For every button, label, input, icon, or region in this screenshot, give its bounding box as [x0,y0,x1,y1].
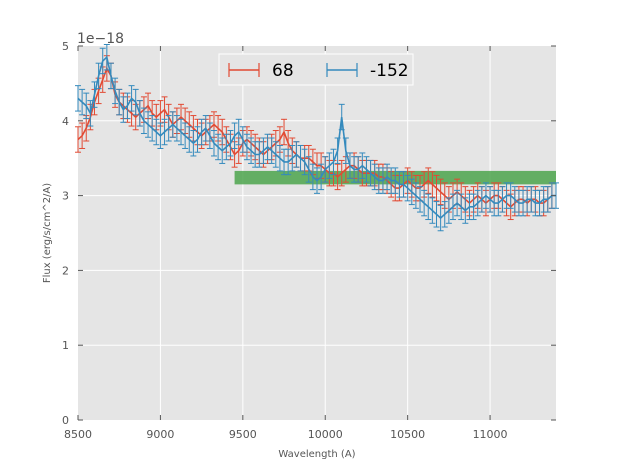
tick-labels: 8500 9000 9500 10000 10500 11000 0 1 2 3 4 5 [62,40,508,441]
x-tick-label: 10500 [390,428,425,441]
y-axis-label: Flux (erg/s/cm^2/A) [42,183,53,283]
y-tick-label: 1 [62,339,69,352]
series-layer [75,44,559,232]
x-tick-label: 11000 [473,428,508,441]
y-offset-label: 1e−18 [77,31,124,47]
legend-label: 68 [272,61,294,81]
x-tick-label: 10000 [308,428,343,441]
x-tick-label: 8500 [64,428,92,441]
series-line [77,55,556,220]
y-tick-label: 0 [62,414,69,427]
legend-entry: 68 [228,61,294,81]
y-tick-label: 4 [62,115,69,128]
ticks [77,45,556,421]
x-tick-label: 9500 [229,428,257,441]
x-axis-label: Wavelength (A) [278,449,355,460]
legend-label: -152 [370,61,409,81]
y-tick-label: 3 [62,190,69,203]
y-tick-label: 2 [62,264,69,277]
legend: 68 -152 [218,53,414,86]
plot-area [78,46,556,420]
y-tick-label: 5 [62,40,69,53]
grid [78,46,556,420]
legend-entry: -152 [326,61,409,81]
x-tick-label: 9000 [146,428,174,441]
